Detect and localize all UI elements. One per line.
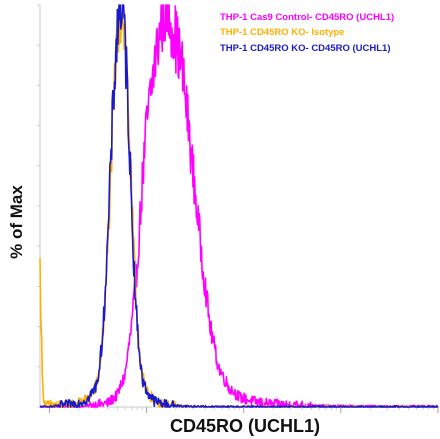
legend-entry-2: THP-1 CD45RO KO- Isotype — [220, 27, 345, 38]
x-axis-title: CD45RO (UCHL1) — [170, 416, 320, 436]
legend-entry-3: THP-1 CD45RO KO- CD45RO (UCHL1) — [220, 43, 391, 54]
series-line-3 — [39, 4, 439, 408]
axis-layer — [37, 4, 439, 413]
y-axis-title: % of Max — [7, 185, 26, 259]
legend: THP-1 Cas9 Control- CD45RO (UCHL1) THP-1 … — [220, 12, 394, 54]
legend-entry-1: THP-1 Cas9 Control- CD45RO (UCHL1) — [220, 12, 394, 23]
series-layer — [39, 4, 439, 408]
series-line-2 — [39, 4, 439, 408]
series-line-1 — [39, 4, 439, 408]
